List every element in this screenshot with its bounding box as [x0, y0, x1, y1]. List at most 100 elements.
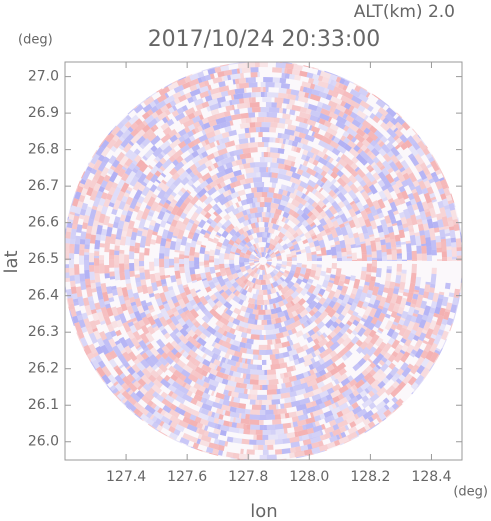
ppi-cell: [211, 276, 219, 284]
ppi-cell: [205, 286, 212, 293]
ppi-cell: [149, 174, 159, 184]
ppi-cell: [122, 142, 133, 153]
ppi-cell: [407, 259, 412, 261]
ppi-cell: [448, 202, 456, 211]
ppi-cell: [139, 311, 147, 319]
ppi-cell: [179, 374, 187, 382]
ppi-cell: [341, 285, 349, 294]
ppi-cell: [188, 419, 199, 428]
ppi-cell: [131, 159, 138, 166]
ppi-cell: [275, 295, 284, 303]
ppi-cell: [369, 112, 376, 120]
ppi-cell: [94, 248, 100, 252]
ppi-cell: [100, 139, 110, 150]
ppi-cell: [215, 176, 225, 185]
ppi-cell: [219, 361, 223, 367]
ppi-cell: [331, 147, 341, 156]
ppi-cell: [228, 129, 237, 137]
ppi-cell: [367, 315, 374, 321]
ppi-cell: [196, 438, 202, 445]
ppi-cell: [328, 205, 335, 211]
ppi-cell: [398, 211, 406, 219]
ppi-cell: [167, 377, 175, 386]
ppi-cell: [129, 296, 136, 303]
ppi-cell: [290, 300, 295, 306]
ppi-cell: [124, 345, 133, 355]
ppi-cell: [269, 252, 275, 256]
ppi-cell: [70, 286, 77, 294]
ppi-cell: [324, 208, 334, 219]
ppi-cell: [324, 70, 334, 75]
ppi-cell: [177, 308, 184, 315]
ppi-cell: [203, 80, 210, 87]
ppi-cell: [371, 388, 378, 395]
ppi-cell: [143, 226, 149, 231]
ppi-cell: [421, 201, 429, 210]
ppi-cell: [281, 73, 286, 79]
ppi-cell: [217, 154, 225, 162]
ppi-cell: [169, 409, 180, 419]
ppi-cell: [336, 170, 344, 178]
ppi-cell: [147, 315, 156, 326]
ppi-cell: [211, 341, 217, 347]
ppi-cell: [170, 275, 177, 283]
ppi-cell: [190, 398, 198, 405]
ppi-cell: [213, 184, 220, 191]
ppi-cell: [329, 350, 338, 358]
ppi-cell: [188, 231, 195, 236]
ppi-cell: [311, 251, 317, 255]
ppi-cell: [285, 139, 290, 145]
ppi-cell: [355, 201, 364, 210]
ppi-cell: [228, 421, 233, 427]
ppi-cell: [216, 275, 223, 281]
ppi-cell: [180, 343, 192, 354]
ppi-cell: [179, 266, 185, 274]
ppi-cell: [390, 124, 397, 131]
ppi-cell: [249, 262, 255, 267]
ppi-cell: [262, 429, 271, 435]
ppi-cell: [184, 258, 190, 265]
ppi-cell: [204, 264, 210, 268]
ppi-cell: [306, 72, 314, 79]
ppi-cell: [302, 160, 309, 167]
ppi-cell: [155, 179, 161, 184]
ppi-cell: [282, 298, 289, 305]
ppi-cell: [355, 244, 361, 248]
ppi-cell: [98, 298, 106, 309]
ppi-cell: [86, 166, 93, 172]
ppi-cell: [128, 207, 134, 213]
ppi-cell: [329, 79, 334, 86]
ppi-cell: [311, 351, 317, 358]
ppi-cell: [294, 431, 299, 438]
ppi-cell: [282, 438, 291, 444]
ppi-cell: [176, 359, 186, 369]
ppi-cell: [400, 216, 408, 225]
ppi-cell: [248, 142, 259, 148]
ppi-cell: [235, 277, 243, 286]
ppi-cell: [256, 217, 259, 223]
ppi-cell: [295, 278, 303, 285]
ppi-cell: [332, 194, 338, 200]
ppi-cell: [201, 140, 207, 147]
ppi-cell: [117, 121, 125, 130]
ppi-cell: [290, 344, 295, 351]
ppi-cell: [390, 180, 397, 187]
ppi-cell: [341, 407, 351, 416]
ppi-cell: [248, 112, 256, 118]
ppi-cell: [342, 130, 350, 138]
ppi-cell: [338, 402, 349, 412]
ppi-cell: [241, 357, 246, 364]
ppi-cell: [184, 264, 190, 273]
ppi-cell: [230, 355, 240, 362]
ppi-cell: [396, 253, 402, 256]
ppi-cell: [338, 367, 347, 376]
ppi-cell: [447, 199, 454, 205]
ppi-cell: [305, 416, 316, 425]
ppi-cell: [297, 419, 307, 427]
ppi-cell: [398, 125, 404, 131]
ppi-cell: [152, 146, 163, 158]
ppi-cell: [430, 333, 437, 340]
ppi-cell: [262, 264, 266, 270]
ppi-cell: [368, 184, 378, 195]
ppi-cell: [230, 191, 240, 200]
